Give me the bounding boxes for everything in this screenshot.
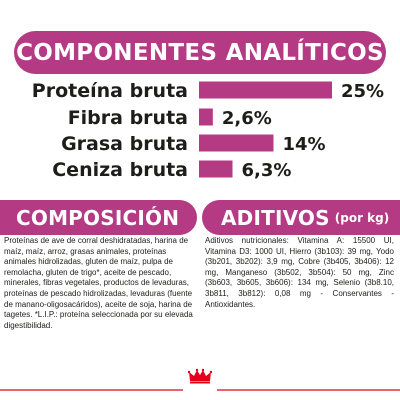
bar-proteina-bruta bbox=[199, 81, 332, 99]
additives-text: Aditivos nutricionales: Vitamina A: 1550… bbox=[205, 236, 394, 309]
bar-value-fibra-bruta: 2,6% bbox=[222, 108, 272, 129]
bar-grasa-bruta bbox=[199, 134, 274, 152]
additives-header: ADITIVOS (por kg) bbox=[202, 200, 400, 235]
bar-ceniza-bruta bbox=[199, 160, 233, 178]
bar-label-proteina-bruta: Proteína bruta bbox=[32, 80, 188, 102]
bar-fibra-bruta bbox=[199, 108, 213, 126]
bar-value-proteina-bruta: 25% bbox=[341, 81, 384, 102]
bar-value-grasa-bruta: 14% bbox=[282, 134, 325, 155]
bar-label-ceniza-bruta: Ceniza bruta bbox=[52, 159, 188, 181]
analytics-header: COMPONENTES ANALÍTICOS bbox=[14, 31, 386, 74]
bar-value-ceniza-bruta: 6,3% bbox=[242, 160, 292, 181]
analytics-title: COMPONENTES ANALÍTICOS bbox=[16, 39, 384, 66]
composition-header: COMPOSICIÓN bbox=[0, 200, 197, 235]
additives-title: ADITIVOS bbox=[221, 205, 330, 230]
composition-text: Proteínas de ave de corral deshidratadas… bbox=[4, 236, 193, 330]
additives-subtitle: (por kg) bbox=[334, 210, 390, 225]
composition-title: COMPOSICIÓN bbox=[16, 205, 180, 230]
bar-label-fibra-bruta: Fibra bruta bbox=[68, 107, 188, 129]
bar-label-grasa-bruta: Grasa bruta bbox=[61, 133, 188, 155]
royal-crown-icon bbox=[188, 368, 212, 384]
footer-stripe bbox=[0, 389, 400, 391]
analytics-bar-chart: Proteína bruta 25% Fibra bruta 2,6% Grasa br… bbox=[32, 80, 384, 181]
